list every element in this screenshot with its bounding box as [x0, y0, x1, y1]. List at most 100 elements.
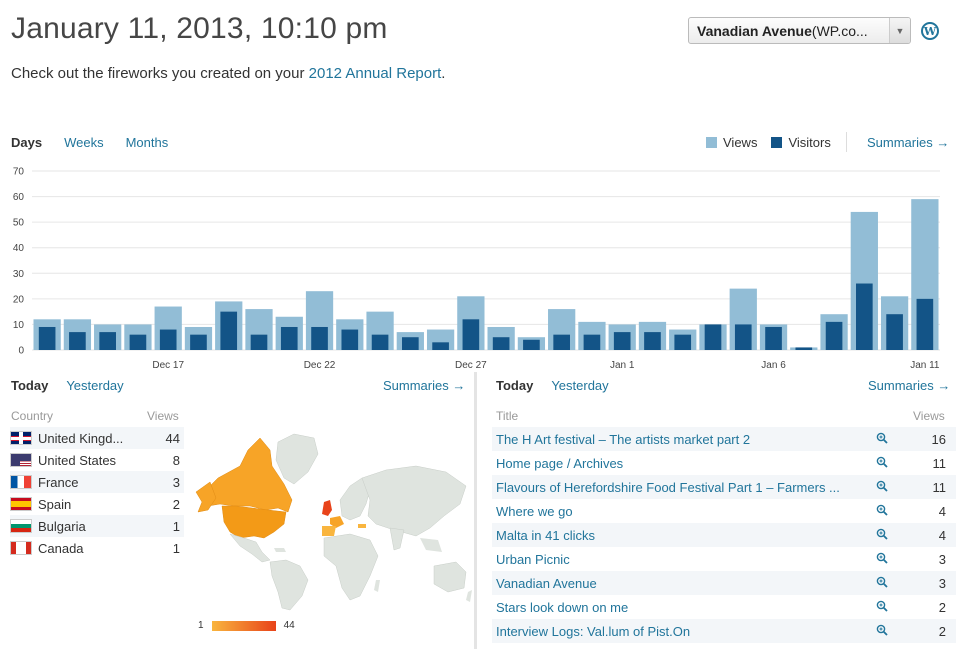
summaries-link-chart[interactable]: Summaries →	[867, 135, 950, 150]
country-views: 2	[172, 496, 180, 512]
post-row: Urban Picnic 3	[492, 547, 956, 571]
x-tick-label: Jan 6	[761, 360, 786, 371]
tab-weeks[interactable]: Weeks	[64, 135, 104, 150]
map-madagascar	[374, 580, 380, 592]
country-views: 1	[172, 540, 180, 556]
post-views: 3	[938, 551, 946, 567]
post-title-link[interactable]: Vanadian Avenue	[496, 575, 597, 591]
tab-today-countries[interactable]: Today	[11, 378, 49, 393]
map-usa	[221, 505, 287, 539]
post-title-link[interactable]: Flavours of Herefordshire Food Festival …	[496, 479, 840, 495]
country-name: Bulgaria	[38, 518, 86, 534]
summaries-link-posts[interactable]: Summaries →	[868, 378, 951, 393]
y-tick-label: 50	[13, 218, 25, 229]
magnify-icon[interactable]	[862, 504, 902, 519]
tab-months[interactable]: Months	[125, 135, 169, 150]
magnify-icon[interactable]	[862, 432, 902, 447]
magnify-icon[interactable]	[862, 480, 902, 495]
views-chart: 0 10 20 30 40 50 60 70 Dec 17 Dec 22 Dec 27 Jan 1 Ja…	[13, 167, 940, 371]
bar-visitors	[553, 334, 570, 350]
map-europe	[339, 477, 371, 521]
x-tick-label: Jan 1	[610, 360, 635, 371]
x-tick-label: Jan 11	[910, 360, 940, 371]
y-tick-label: 40	[13, 243, 25, 254]
tab-yesterday-posts[interactable]: Yesterday	[551, 378, 609, 393]
country-column-header: Country	[11, 409, 54, 423]
legend-visitors-swatch	[771, 137, 783, 148]
annual-report-link[interactable]: 2012 Annual Report	[308, 65, 442, 82]
bar-visitors	[69, 332, 86, 350]
country-name: France	[38, 474, 79, 490]
post-views: 4	[938, 503, 946, 519]
y-tick-label: 10	[13, 320, 25, 331]
blog-select-name: Vanadian Avenue	[697, 22, 812, 39]
magnify-icon[interactable]	[862, 624, 902, 639]
world-map[interactable]	[190, 420, 472, 616]
tab-yesterday-countries[interactable]: Yesterday	[66, 378, 124, 393]
annual-report-note: Check out the fireworks you created on y…	[11, 65, 445, 82]
flag-es-icon	[10, 497, 32, 511]
flag-ca-icon	[10, 541, 32, 555]
bar-visitors	[402, 337, 419, 350]
x-tick-label: Dec 17	[152, 360, 184, 371]
post-title-link[interactable]: Where we go	[496, 503, 573, 519]
magnify-icon[interactable]	[862, 576, 902, 591]
country-views: 3	[172, 474, 180, 490]
map-se-asia	[420, 538, 442, 552]
post-title-link[interactable]: Home page / Archives	[496, 455, 624, 471]
bar-visitors	[523, 339, 540, 350]
annual-report-suffix: .	[441, 65, 446, 82]
country-row: Spain 2	[10, 493, 184, 515]
bar-visitors	[856, 283, 873, 350]
tab-days[interactable]: Days	[11, 135, 43, 150]
y-tick-label: 70	[13, 167, 25, 178]
legend-views[interactable]: Views	[706, 135, 757, 150]
y-tick-label: 60	[13, 192, 25, 203]
country-period-tabs: Today Yesterday	[11, 378, 142, 393]
legend-visitors[interactable]: Visitors	[771, 135, 831, 150]
map-bulgaria	[358, 524, 366, 528]
post-row: Flavours of Herefordshire Food Festival …	[492, 475, 956, 499]
magnify-icon[interactable]	[862, 456, 902, 471]
post-views: 16	[931, 431, 946, 447]
posts-title-column-header: Title	[496, 409, 519, 423]
wordpress-logo-icon[interactable]: W	[921, 22, 939, 40]
posts-period-tabs: Today Yesterday	[496, 378, 627, 393]
page-title: January 11, 2013, 10:10 pm	[11, 12, 388, 45]
magnify-icon[interactable]	[862, 600, 902, 615]
post-title-link[interactable]: Stars look down on me	[496, 599, 629, 615]
post-row: Where we go 4	[492, 499, 956, 523]
panel-divider	[474, 372, 477, 649]
post-title-link[interactable]: Urban Picnic	[496, 551, 570, 567]
post-title-link[interactable]: The H Art festival – The artists market …	[496, 431, 751, 447]
map-alaska	[195, 481, 217, 513]
map-new-zealand	[466, 590, 472, 602]
bar-visitors	[311, 326, 328, 350]
blog-select[interactable]: Vanadian Avenue (WP.co... ▼	[688, 17, 911, 44]
map-australia	[433, 561, 467, 593]
x-tick-label: Dec 22	[304, 360, 336, 371]
bar-visitors	[674, 334, 692, 350]
y-tick-label: 30	[13, 269, 25, 280]
post-views: 4	[938, 527, 946, 543]
magnify-icon[interactable]	[862, 528, 902, 543]
summaries-link-countries[interactable]: Summaries →	[383, 378, 466, 393]
magnify-icon[interactable]	[862, 552, 902, 567]
map-spain	[322, 526, 336, 536]
map-uk	[322, 500, 332, 516]
bar-visitors	[613, 332, 631, 350]
bar-visitors	[38, 326, 56, 350]
map-scale: 1 44	[198, 620, 295, 631]
map-asia	[361, 465, 467, 537]
posts-views-column-header: Views	[913, 409, 945, 423]
map-scale-min: 1	[198, 620, 204, 631]
post-title-link[interactable]: Interview Logs: Val.lum of Pist.On	[496, 623, 691, 639]
flag-fr-icon	[10, 475, 32, 489]
legend-visitors-label: Visitors	[788, 135, 831, 150]
post-title-link[interactable]: Malta in 41 clicks	[496, 527, 595, 543]
map-france	[330, 516, 344, 528]
post-row: Stars look down on me 2	[492, 595, 956, 619]
bar-visitors	[734, 324, 752, 350]
y-tick-label: 20	[13, 294, 25, 305]
tab-today-posts[interactable]: Today	[496, 378, 534, 393]
